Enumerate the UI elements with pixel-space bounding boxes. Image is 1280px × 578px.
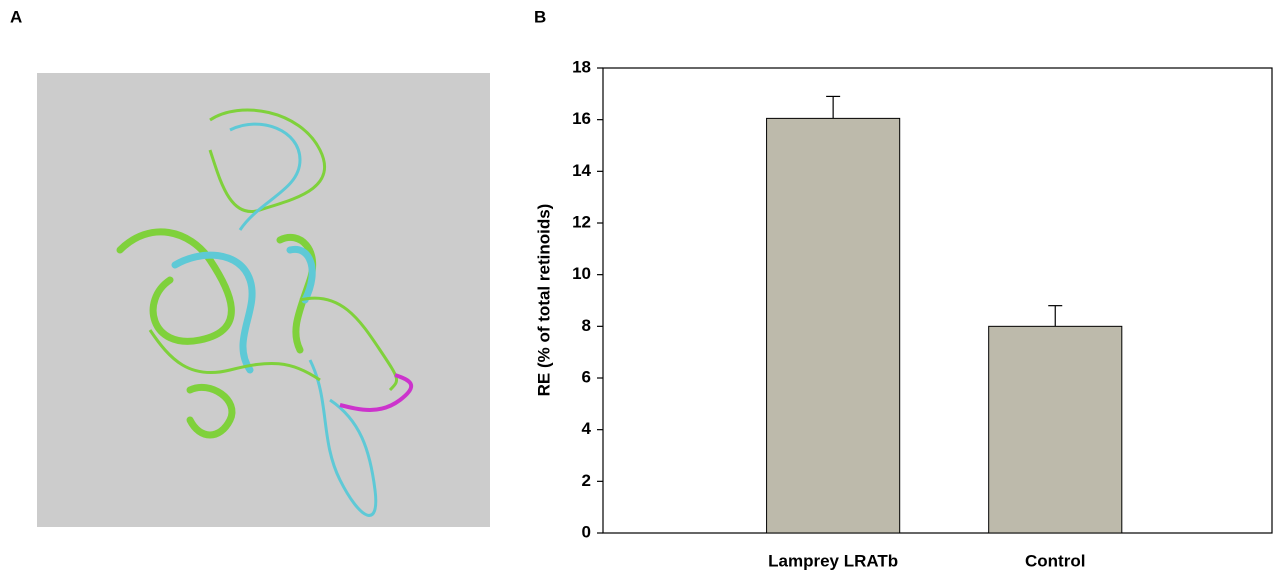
y-tick-label: 10 (572, 264, 591, 283)
figure: A B RE (% of total retinoids) 0 2 4 6 8 10 12 1… (0, 0, 1280, 578)
structure-background (37, 73, 490, 527)
x-tick-label: Lamprey LRATb (768, 551, 898, 570)
bar (767, 118, 900, 533)
panel-label: B (534, 7, 546, 26)
y-tick-label: 8 (582, 316, 591, 335)
panel-label: A (10, 7, 22, 26)
bar (989, 326, 1122, 533)
y-tick-label: 18 (572, 57, 591, 76)
plot-frame (603, 68, 1272, 533)
y-tick-label: 2 (582, 471, 591, 490)
y-tick-label: 6 (582, 367, 591, 386)
y-axis-title: RE (% of total retinoids) (534, 204, 553, 397)
bar-chart: RE (% of total retinoids) 0 2 4 6 8 10 12 14 16 1… (534, 57, 1272, 570)
protein-structure (37, 73, 490, 527)
y-tick-label: 12 (572, 212, 591, 231)
y-tick-label: 14 (572, 161, 591, 180)
y-tick-label: 4 (582, 419, 592, 438)
y-tick-label: 0 (582, 522, 591, 541)
y-tick-label: 16 (572, 109, 591, 128)
page: A B RE (% of total retinoids) 0 2 4 6 8 10 12 1… (0, 0, 1280, 578)
x-tick-label: Control (1025, 551, 1085, 570)
